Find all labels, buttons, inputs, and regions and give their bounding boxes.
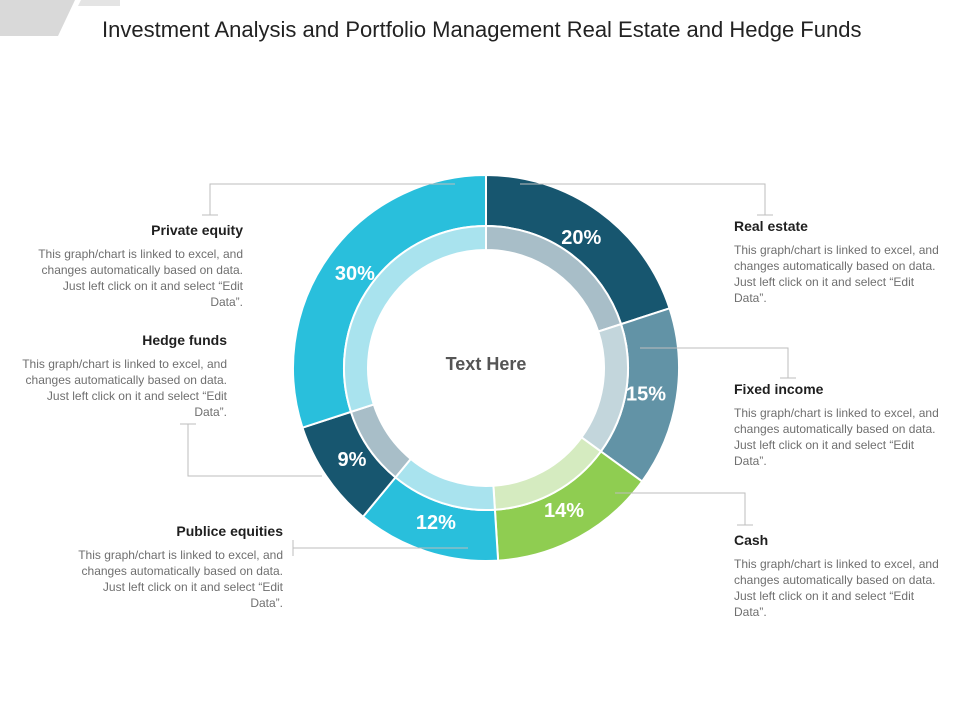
connector-private-equity (202, 183, 455, 216)
slice-label-hedge-funds: 9% (338, 449, 367, 471)
slice-label-public-equities: 12% (416, 512, 456, 534)
callout-title: Private equity (151, 222, 243, 238)
callout-title: Real estate (734, 218, 808, 234)
connector-public-equities (292, 540, 468, 556)
inner-slice-private-equity (343, 224, 487, 414)
corner-decoration (0, 0, 120, 36)
callout-description: This graph/chart is linked to excel, and… (22, 357, 227, 419)
center-text: Text Here (446, 354, 527, 374)
slice-label-real-estate: 20% (561, 227, 601, 249)
callout-description: This graph/chart is linked to excel, and… (734, 557, 939, 619)
callout-description: This graph/chart is linked to excel, and… (734, 243, 939, 305)
callout-fixed-income: Fixed income This graph/chart is linked … (734, 381, 939, 469)
callout-cash: Cash This graph/chart is linked to excel… (734, 532, 939, 620)
page-title: Investment Analysis and Portfolio Manage… (102, 17, 862, 42)
slice-labels: 20% 15% 14% 12% 9% 30% (335, 227, 666, 534)
callout-connectors (180, 183, 796, 556)
callout-title: Hedge funds (142, 332, 227, 348)
connector-real-estate (520, 183, 773, 216)
callout-title: Cash (734, 532, 769, 548)
slice-label-cash: 14% (544, 500, 584, 522)
callout-description: This graph/chart is linked to excel, and… (78, 548, 283, 610)
connector-cash (615, 492, 753, 526)
callout-description: This graph/chart is linked to excel, and… (734, 406, 939, 468)
inner-ring (343, 224, 629, 511)
callout-title: Fixed income (734, 381, 824, 397)
connector-fixed-income (640, 347, 796, 379)
slice-label-private-equity: 30% (335, 263, 375, 285)
callout-title: Publice equities (176, 523, 283, 539)
callout-public-equities: Publice equities This graph/chart is lin… (78, 523, 283, 611)
slice-label-fixed-income: 15% (626, 383, 666, 405)
connector-hedge-funds (180, 423, 322, 477)
callout-private-equity: Private equity This graph/chart is linke… (38, 222, 243, 310)
callout-real-estate: Real estate This graph/chart is linked t… (734, 218, 939, 306)
callout-description: This graph/chart is linked to excel, and… (38, 247, 243, 309)
callout-hedge-funds: Hedge funds This graph/chart is linked t… (22, 332, 227, 420)
